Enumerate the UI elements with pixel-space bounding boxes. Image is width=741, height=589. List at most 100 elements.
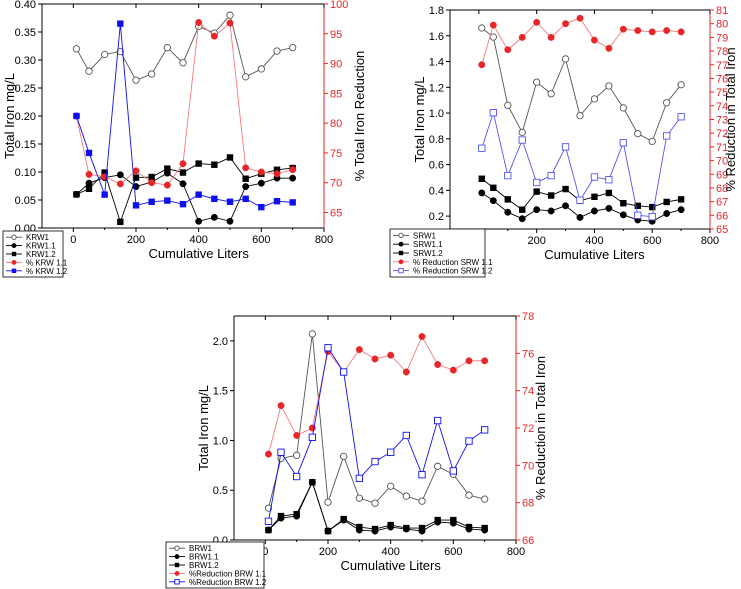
data-point <box>576 111 584 120</box>
data-point <box>340 368 348 376</box>
y2-tick-label: 68 <box>716 183 728 195</box>
data-point <box>387 482 395 490</box>
data-point <box>605 176 613 184</box>
legend-marker <box>174 554 180 560</box>
data-point <box>179 180 187 188</box>
data-point <box>101 169 108 176</box>
legend-label: % Reduction SRW 1.2 <box>413 267 493 276</box>
data-point <box>663 198 670 206</box>
data-point <box>226 154 234 161</box>
y-tick-label: 0.25 <box>15 83 36 95</box>
data-point <box>677 81 685 89</box>
y2-tick-label: 76 <box>522 348 534 360</box>
y2-tick-label: 95 <box>330 29 342 41</box>
y2-tick-label: 75 <box>716 87 728 99</box>
data-point <box>73 191 80 198</box>
data-point <box>465 357 473 365</box>
data-point <box>355 494 363 502</box>
data-point <box>481 524 488 532</box>
x-axis-title: Cumulative Liters <box>148 246 249 261</box>
data-point <box>591 193 598 200</box>
data-point <box>116 47 124 56</box>
y-tick-label: 0.5 <box>213 485 228 497</box>
x-axis-title: Cumulative Liters <box>544 247 645 262</box>
data-point <box>619 139 627 147</box>
data-point <box>590 207 598 215</box>
legend-label: SRW1 <box>413 231 437 240</box>
y2-axis-title: % Total Iron Reduction <box>352 51 367 182</box>
data-point <box>179 160 187 168</box>
y2-tick-label: 78 <box>716 46 728 58</box>
data-point <box>465 523 473 531</box>
data-point <box>663 132 671 140</box>
legend-label: BRW1 <box>189 544 213 553</box>
legend-label: SRW1.2 <box>413 249 443 258</box>
legend-label: BRW1.1 <box>189 553 219 562</box>
y-tick-label: 0.8 <box>429 134 444 146</box>
data-point <box>619 211 627 219</box>
data-point <box>478 61 486 69</box>
data-point <box>179 59 187 67</box>
data-point <box>85 67 93 75</box>
series-line <box>76 156 293 224</box>
data-point <box>481 495 489 503</box>
data-point <box>403 524 410 532</box>
data-point <box>518 136 526 144</box>
legend-marker <box>174 570 180 576</box>
y2-tick-label: 79 <box>716 32 728 44</box>
series-brw1 <box>264 330 489 512</box>
data-point <box>489 109 497 117</box>
y2-tick-label: 70 <box>330 178 342 190</box>
legend-marker <box>174 562 180 568</box>
data-point <box>504 171 512 180</box>
x-tick-label: 600 <box>643 235 661 247</box>
series-line <box>481 17 682 65</box>
data-point <box>605 44 613 52</box>
y-tick-label: 0.40 <box>15 0 36 11</box>
data-point <box>277 448 285 456</box>
series--krw-1-2 <box>73 20 296 211</box>
data-point <box>72 45 81 53</box>
data-point <box>648 137 656 146</box>
y2-tick-label: 80 <box>330 118 342 130</box>
data-point <box>132 174 140 181</box>
legend-marker <box>11 243 17 249</box>
legend-marker <box>398 250 404 256</box>
y2-tick-label: 75 <box>330 148 342 160</box>
series-brw1-2 <box>265 479 488 535</box>
data-point <box>634 27 642 34</box>
legend-label: SRW1.1 <box>413 240 443 249</box>
x-tick-label: 400 <box>381 546 399 558</box>
data-point <box>547 171 555 180</box>
data-point <box>179 169 187 176</box>
data-point <box>324 527 332 535</box>
data-point <box>648 28 656 36</box>
data-point <box>371 525 379 533</box>
data-point <box>590 173 599 181</box>
legend-label: %Reduction BRW 1.2 <box>189 578 267 587</box>
data-point <box>489 21 497 29</box>
data-point <box>590 36 598 44</box>
data-point <box>547 207 555 215</box>
y-tick-label: 1.0 <box>429 108 444 120</box>
data-point <box>85 149 93 157</box>
data-point <box>478 144 486 152</box>
data-point <box>163 44 171 52</box>
data-point <box>195 191 202 198</box>
y-tick-label: 1.8 <box>429 5 444 17</box>
data-point <box>116 180 124 188</box>
y-tick-label: 2.0 <box>213 336 228 348</box>
data-point <box>533 178 541 187</box>
data-point <box>211 161 218 168</box>
data-point <box>576 196 584 204</box>
data-point <box>504 208 512 216</box>
data-point <box>387 448 395 456</box>
y-axis-title: Total Iron mg/L <box>2 73 17 159</box>
y2-tick-label: 70 <box>522 460 534 472</box>
data-point <box>677 28 685 36</box>
series-line <box>481 27 682 143</box>
data-point <box>504 101 512 109</box>
data-point <box>634 130 642 138</box>
data-point <box>562 185 569 193</box>
